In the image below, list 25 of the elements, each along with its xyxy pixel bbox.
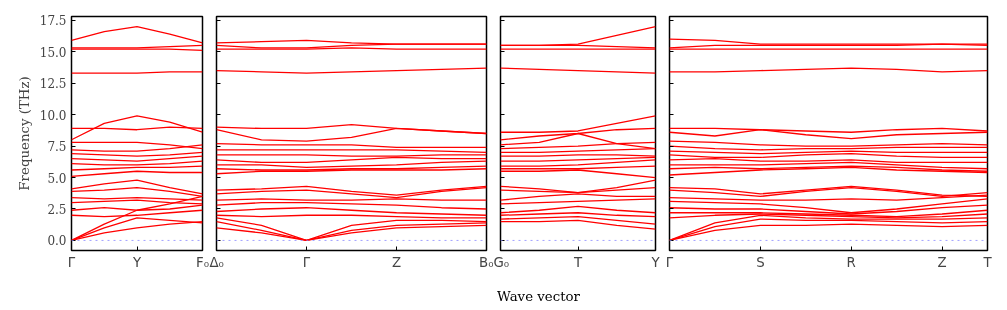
x-tick-label: Γ [665,254,674,270]
y-tick-label: 0.0 [47,234,67,249]
y-tick-label: 7.5 [47,140,67,155]
x-tick-label: Y [131,254,142,270]
x-tick-label: Z [937,254,947,270]
x-tick-label: Γ [67,254,76,270]
x-tick-label: B₀ [479,254,494,270]
x-tick-label: Γ [302,254,311,270]
y-tick-label: 2.5 [47,202,67,217]
x-tick-label: F₀ [196,254,210,270]
y-tick-label: 10.0 [39,108,67,123]
x-axis-title: Wave vector [497,288,580,306]
x-tick-label: T [982,254,993,270]
x-tick-label: S [756,254,765,270]
x-tick-label: T [572,254,583,270]
x-tick-label: G₀ [493,254,510,270]
y-axis-title: Frequency (THz) [16,76,32,191]
x-tick-label: Δ₀ [209,254,224,270]
x-tick-label: R [846,254,856,270]
y-tick-label: 5.0 [47,171,67,186]
y-tick-label: 15.0 [39,45,67,60]
y-tick-label: 17.5 [39,14,67,29]
x-tick-label: Y [650,254,661,270]
x-tick-label: Z [391,254,402,270]
y-tick-label: 12.5 [39,77,67,92]
